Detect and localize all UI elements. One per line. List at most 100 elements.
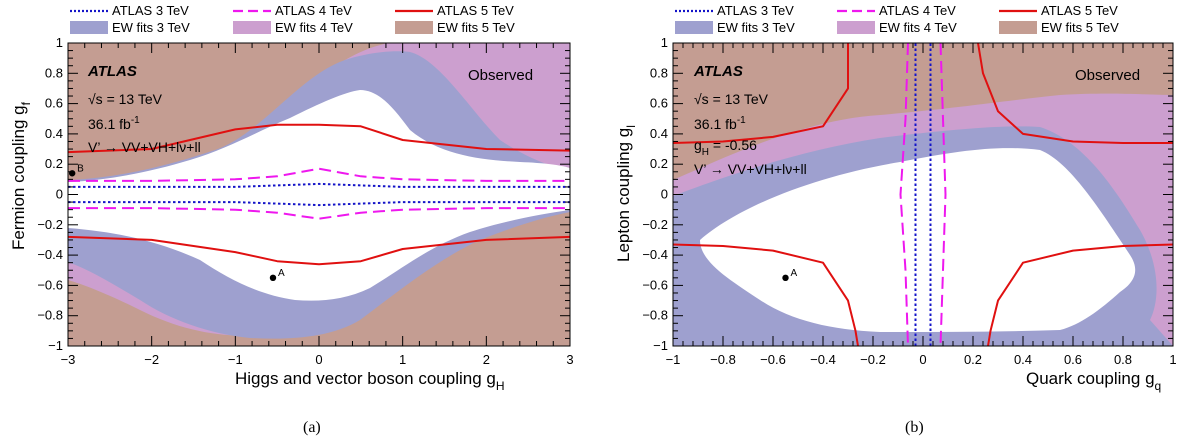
ticks-a: −3 −2 −1 0 1 2 3 −1 −0.8 −0.6 −0.4 −0.2 0 0.2 0.4 0.6 0.… — [37, 35, 573, 367]
x-tick-label-b-4: −0.2 — [860, 352, 886, 367]
x-tick-label-a-0: −3 — [61, 352, 76, 367]
observed-label-b: Observed — [1075, 67, 1140, 84]
y-tick-label-a-0: −1 — [48, 338, 63, 353]
legend-swatch-ew3-b — [675, 21, 713, 34]
process-label-b: V’ → VV+VH+lν+ll — [694, 161, 807, 177]
x-axis-title-a: Higgs and vector boson coupling gH — [235, 369, 505, 393]
allowed-region-a — [68, 90, 570, 301]
y-tick-label-a-1: −0.8 — [37, 308, 63, 323]
x-tick-label-a-4: 1 — [399, 352, 406, 367]
y-tick-label-b-6: 0.2 — [650, 156, 668, 171]
x-tick-label-b-9: 0.8 — [1114, 352, 1132, 367]
legend-label-5tev-b: ATLAS 5 TeV — [1041, 3, 1118, 18]
legend-swatch-ew5 — [395, 21, 433, 34]
points-group-b: A — [782, 268, 798, 282]
y-tick-label-b-10: 1 — [661, 35, 668, 50]
series-line-a-4 — [68, 182, 570, 188]
y-tick-label-b-3: −0.4 — [642, 247, 668, 262]
series-line-b-5 — [977, 43, 1173, 144]
legend-label-ew4-b: EW fits 4 TeV — [879, 20, 957, 35]
legend-label-4tev: ATLAS 4 TeV — [275, 3, 352, 18]
experiment-label-a: ATLAS — [87, 63, 137, 80]
x-tick-label-a-2: −1 — [228, 352, 243, 367]
y-tick-label-b-1: −0.8 — [642, 308, 668, 323]
gh-label-b: gH = -0.56 — [694, 137, 757, 158]
legend-swatch-ew4 — [233, 21, 271, 34]
process-label-a: V’ → VV+VH+lν+ll — [88, 139, 201, 155]
y-tick-label-b-5: 0 — [661, 187, 668, 202]
series-line-b-7 — [987, 243, 1173, 346]
x-tick-label-b-8: 0.6 — [1064, 352, 1082, 367]
x-tick-label-b-6: 0.2 — [964, 352, 982, 367]
x-tick-label-b-3: −0.4 — [810, 352, 836, 367]
series-group-a — [68, 123, 570, 266]
x-tick-label-b-1: −0.8 — [710, 352, 736, 367]
legend-label-ew5: EW fits 5 TeV — [437, 20, 515, 35]
legend-label-3tev-b: ATLAS 3 TeV — [717, 3, 794, 18]
x-tick-label-b-10: 1 — [1169, 352, 1176, 367]
y-tick-label-b-9: 0.8 — [650, 65, 668, 80]
y-tick-label-a-3: −0.4 — [37, 247, 63, 262]
x-axis-title-b: Quark coupling gq — [1026, 369, 1161, 393]
point-a-b — [782, 274, 789, 282]
legend-label-ew4: EW fits 4 TeV — [275, 20, 353, 35]
y-tick-label-a-6: 0.2 — [45, 156, 63, 171]
y-axis-title-a: Fermion coupling gf — [9, 101, 33, 250]
panel-caption-a: (a) — [303, 419, 321, 436]
experiment-label-b: ATLAS — [693, 63, 743, 80]
panel-caption-b: (b) — [905, 419, 924, 436]
y-tick-label-a-7: 0.4 — [45, 126, 63, 141]
legend-b: ATLAS 3 TeV ATLAS 4 TeV ATLAS 5 TeV EW f… — [675, 3, 1119, 35]
panel-a: ATLAS 3 TeV ATLAS 4 TeV ATLAS 5 TeV EW f… — [9, 3, 574, 436]
legend-swatch-ew4-b — [837, 21, 875, 34]
x-tick-label-a-6: 3 — [566, 352, 573, 367]
y-tick-label-b-4: −0.2 — [642, 217, 668, 232]
lumi-label-a: 36.1 fb-1 — [88, 115, 140, 132]
y-axis-title-b: Lepton coupling gl — [614, 125, 638, 262]
legend-label-ew5-b: EW fits 5 TeV — [1041, 20, 1119, 35]
ticks-b: −1 −0.8 −0.6 −0.4 −0.2 0 0.2 0.4 0.6 0.8 1 −1 −0.8 −0… — [642, 35, 1176, 367]
y-tick-label-a-10: 1 — [56, 35, 63, 50]
series-line-b-4 — [673, 43, 849, 144]
series-line-a-3 — [68, 207, 570, 220]
point-label-b-a: B — [77, 163, 84, 174]
series-line-a-5 — [68, 201, 570, 207]
series-line-a-2 — [68, 167, 570, 182]
x-tick-label-b-7: 0.4 — [1014, 352, 1032, 367]
point-b-a — [68, 170, 76, 177]
x-tick-label-a-5: 2 — [483, 352, 490, 367]
y-tick-label-b-0: −1 — [653, 338, 668, 353]
legend-label-ew3-b: EW fits 3 TeV — [717, 20, 795, 35]
y-tick-label-a-4: −0.2 — [37, 217, 63, 232]
y-tick-label-b-7: 0.4 — [650, 126, 668, 141]
y-tick-label-a-2: −0.6 — [37, 277, 63, 292]
x-tick-label-b-0: −1 — [666, 352, 681, 367]
x-tick-label-b-5: 0 — [919, 352, 926, 367]
legend-swatch-ew5-b — [999, 21, 1037, 34]
observed-label-a: Observed — [468, 67, 533, 84]
y-tick-label-a-5: 0 — [56, 187, 63, 202]
legend-label-4tev-b: ATLAS 4 TeV — [879, 3, 956, 18]
series-line-b-2 — [899, 43, 909, 346]
point-a-a — [269, 274, 277, 282]
series-line-b-3 — [939, 43, 947, 346]
legend-a: ATLAS 3 TeV ATLAS 4 TeV ATLAS 5 TeV EW f… — [70, 3, 515, 35]
series-line-a-1 — [68, 235, 570, 266]
x-tick-label-b-2: −0.6 — [760, 352, 786, 367]
x-tick-label-a-1: −2 — [144, 352, 159, 367]
legend-label-5tev: ATLAS 5 TeV — [437, 3, 514, 18]
y-tick-label-a-8: 0.6 — [45, 96, 63, 111]
y-tick-label-a-9: 0.8 — [45, 65, 63, 80]
point-label-a-b: A — [791, 268, 798, 279]
panel-b: ATLAS 3 TeV ATLAS 4 TeV ATLAS 5 TeV EW f… — [614, 3, 1177, 436]
series-line-b-6 — [673, 243, 859, 346]
series-line-a-0 — [68, 123, 570, 154]
x-tick-label-a-3: 0 — [315, 352, 322, 367]
lumi-label-b: 36.1 fb-1 — [694, 115, 746, 132]
y-tick-label-b-8: 0.6 — [650, 96, 668, 111]
legend-label-ew3: EW fits 3 TeV — [112, 20, 190, 35]
sqrt-s-label-a: √s = 13 TeV — [88, 91, 163, 107]
sqrt-s-label-b: √s = 13 TeV — [694, 91, 769, 107]
legend-label-3tev: ATLAS 3 TeV — [112, 3, 189, 18]
